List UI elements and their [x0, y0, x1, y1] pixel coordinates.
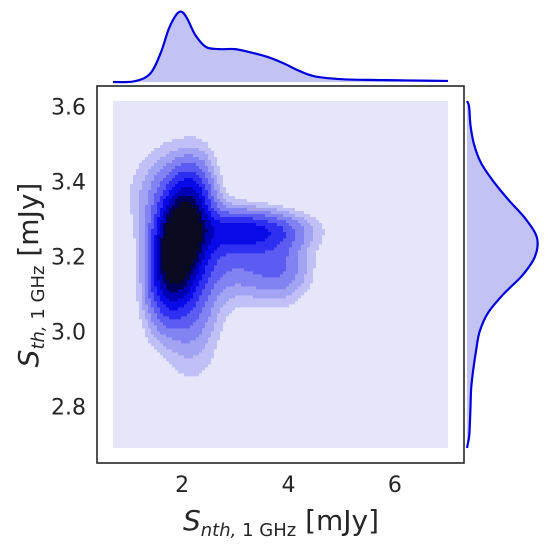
- plot-frame: [96, 85, 465, 464]
- kde-level-9: [163, 202, 202, 284]
- marginal-y-kde: [465, 100, 539, 449]
- y-tick-label: 3.0: [51, 321, 86, 346]
- x-tick-label: 4: [281, 473, 295, 498]
- y-tick-label: 3.4: [51, 171, 86, 196]
- x-axis-ticks: 2 4 6: [175, 473, 402, 498]
- y-tick-label: 3.2: [51, 246, 86, 271]
- y-axis-label: Sth, 1 GHz [mJy]: [12, 183, 49, 368]
- x-tick-label: 2: [175, 473, 189, 498]
- marginal-x-kde: [112, 10, 449, 84]
- marginal-x-line: [112, 10, 449, 84]
- marginal-y-fill: [467, 101, 538, 448]
- marginal-x-fill: [112, 11, 449, 83]
- marginal-y-line: [465, 100, 539, 449]
- joint-kde-contours: [112, 101, 449, 448]
- y-tick-label: 3.6: [51, 96, 86, 121]
- y-tick-label: 2.8: [51, 396, 86, 421]
- y-axis-ticks: 2.8 3.0 3.2 3.4 3.6: [51, 96, 86, 421]
- x-axis-label: Snth, 1 GHz [mJy]: [183, 504, 379, 541]
- x-tick-label: 6: [388, 473, 402, 498]
